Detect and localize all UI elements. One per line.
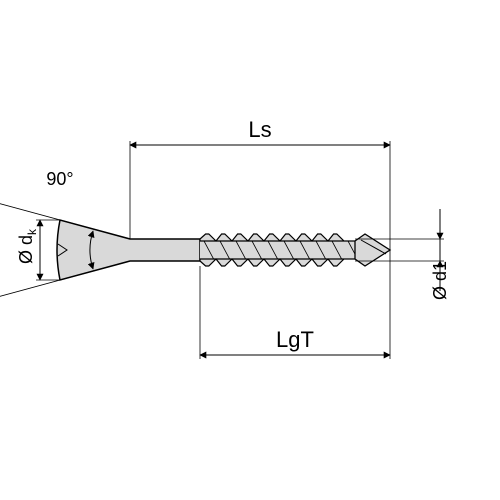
lgt-label: LgT bbox=[276, 327, 314, 352]
thread-teeth-top bbox=[200, 234, 355, 241]
d1-label: Ø d1 bbox=[430, 261, 450, 300]
screw-technical-diagram: Ls LgT Ø d1 Ø dk 90° bbox=[0, 0, 500, 500]
thread-core-fill bbox=[200, 241, 355, 259]
dk-label: Ø dk bbox=[16, 228, 39, 264]
angle-label: 90° bbox=[46, 169, 73, 189]
thread-teeth-bottom bbox=[200, 259, 355, 266]
ls-label: Ls bbox=[248, 117, 271, 142]
screw-head-fill bbox=[57, 220, 200, 280]
